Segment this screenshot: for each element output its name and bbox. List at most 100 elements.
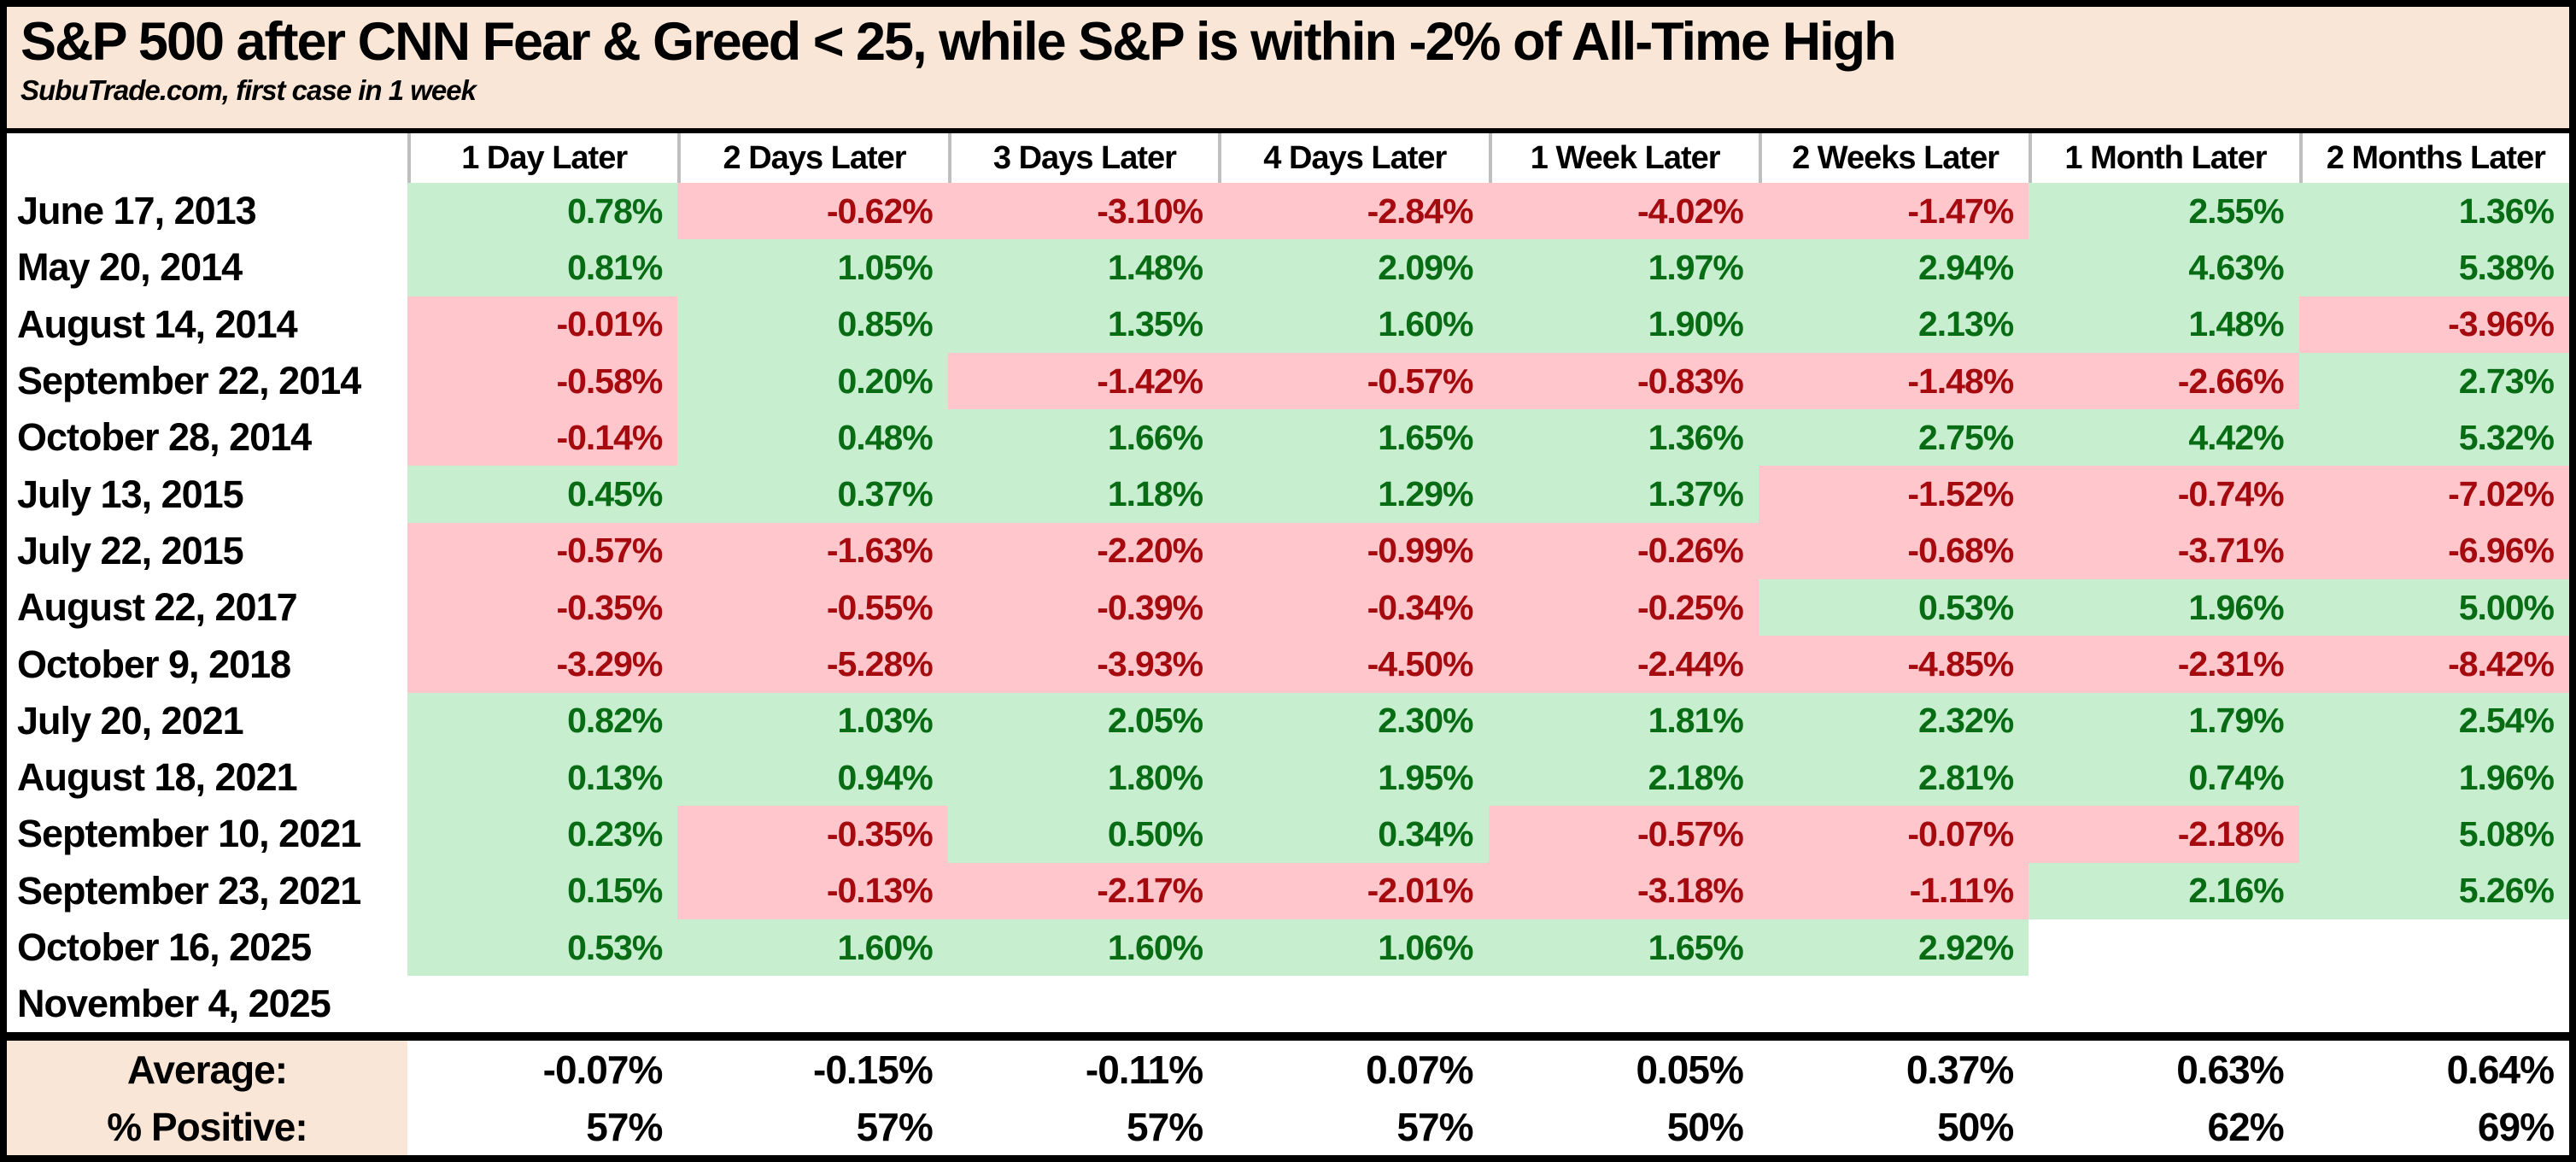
performance-table: 1 Day Later 2 Days Later 3 Days Later 4 Day…: [7, 133, 2569, 1155]
value-cell: -1.47%: [1758, 183, 2029, 240]
percent-positive-label: % Positive:: [7, 1099, 407, 1155]
value-cell-empty: [677, 976, 948, 1033]
row-date: August 14, 2014: [7, 296, 407, 353]
value-cell: 1.65%: [1488, 918, 1759, 977]
value-cell: 1.96%: [2298, 748, 2569, 807]
value-cell: -1.63%: [677, 522, 948, 580]
value-cell: -3.93%: [947, 636, 1219, 693]
value-cell: 2.18%: [1488, 748, 1759, 807]
page-subtitle: SubuTrade.com, first case in 1 week: [20, 73, 477, 106]
average-value: -0.07%: [407, 1041, 678, 1100]
value-cell: 1.65%: [1218, 409, 1489, 467]
value-cell: 0.53%: [1758, 579, 2029, 637]
value-cell: 5.32%: [2298, 409, 2569, 467]
value-cell: 0.23%: [407, 806, 678, 863]
row-date: September 22, 2014: [7, 352, 407, 410]
value-cell: 2.09%: [1218, 239, 1489, 296]
value-cell: 2.55%: [2029, 183, 2299, 240]
value-cell: -4.50%: [1218, 636, 1489, 693]
value-cell: 0.20%: [677, 352, 948, 410]
value-cell: -1.48%: [1758, 352, 2029, 410]
value-cell: 1.05%: [677, 239, 948, 296]
value-cell: 5.08%: [2298, 806, 2569, 863]
value-cell: 5.00%: [2298, 579, 2569, 637]
percent-positive-value: 69%: [2298, 1099, 2569, 1155]
value-cell-empty: [2029, 976, 2299, 1033]
value-cell: -0.01%: [407, 296, 678, 353]
page-title: S&P 500 after CNN Fear & Greed < 25, whi…: [20, 12, 1897, 72]
average-value: 0.37%: [1758, 1041, 2029, 1100]
row-date: October 28, 2014: [7, 409, 407, 467]
value-cell: 1.66%: [947, 409, 1219, 467]
value-cell: -0.39%: [947, 579, 1219, 637]
average-value: 0.63%: [2029, 1041, 2299, 1100]
column-header: 2 Days Later: [677, 133, 948, 183]
row-date: July 22, 2015: [7, 522, 407, 580]
value-cell: 2.05%: [947, 692, 1219, 749]
value-cell: -0.68%: [1758, 522, 2029, 580]
row-date: September 23, 2021: [7, 862, 407, 919]
value-cell: -0.35%: [407, 579, 678, 637]
value-cell: -5.28%: [677, 636, 948, 693]
value-cell: -0.57%: [1488, 806, 1759, 863]
value-cell: 0.85%: [677, 296, 948, 353]
value-cell: 0.78%: [407, 183, 678, 240]
row-date: October 9, 2018: [7, 636, 407, 693]
row-date: June 17, 2013: [7, 183, 407, 240]
column-header: 4 Days Later: [1218, 133, 1489, 183]
value-cell-empty: [947, 976, 1219, 1033]
average-value: 0.05%: [1488, 1041, 1759, 1100]
value-cell: -2.01%: [1218, 862, 1489, 919]
value-cell: 1.90%: [1488, 296, 1759, 353]
value-cell: 0.45%: [407, 466, 678, 523]
value-cell: 2.94%: [1758, 239, 2029, 296]
value-cell: 0.94%: [677, 748, 948, 807]
value-cell: -3.18%: [1488, 862, 1759, 919]
value-cell: 2.54%: [2298, 692, 2569, 749]
value-cell-empty: [1758, 976, 2029, 1033]
value-cell: 2.13%: [1758, 296, 2029, 353]
percent-positive-value: 57%: [407, 1099, 678, 1155]
value-cell: 0.50%: [947, 806, 1219, 863]
value-cell: 1.96%: [2029, 579, 2299, 637]
value-cell: -0.34%: [1218, 579, 1489, 637]
value-cell: 1.60%: [947, 918, 1219, 977]
column-header: 2 Weeks Later: [1758, 133, 2029, 183]
value-cell: -2.17%: [947, 862, 1219, 919]
value-cell: 0.53%: [407, 918, 678, 977]
value-cell: -0.55%: [677, 579, 948, 637]
value-cell: 0.37%: [677, 466, 948, 523]
value-cell: -1.52%: [1758, 466, 2029, 523]
value-cell: 1.06%: [1218, 918, 1489, 977]
value-cell: -0.83%: [1488, 352, 1759, 410]
value-cell: 1.95%: [1218, 748, 1489, 807]
value-cell: 2.32%: [1758, 692, 2029, 749]
value-cell-empty: [2298, 976, 2569, 1033]
value-cell: -0.58%: [407, 352, 678, 410]
value-cell: 2.75%: [1758, 409, 2029, 467]
value-cell: 0.82%: [407, 692, 678, 749]
value-cell: -8.42%: [2298, 636, 2569, 693]
value-cell: 1.35%: [947, 296, 1219, 353]
row-date: July 20, 2021: [7, 692, 407, 749]
value-cell: -2.18%: [2029, 806, 2299, 863]
value-cell: -3.29%: [407, 636, 678, 693]
value-cell: -2.84%: [1218, 183, 1489, 240]
value-cell-empty: [2029, 918, 2299, 977]
value-cell: -3.10%: [947, 183, 1219, 240]
value-cell: 1.18%: [947, 466, 1219, 523]
column-header: 1 Week Later: [1488, 133, 1759, 183]
value-cell: 1.97%: [1488, 239, 1759, 296]
corner-cell: [7, 133, 407, 183]
value-cell: -4.85%: [1758, 636, 2029, 693]
value-cell: 1.48%: [947, 239, 1219, 296]
row-date: October 16, 2025: [7, 918, 407, 977]
value-cell: -0.35%: [677, 806, 948, 863]
value-cell: -2.66%: [2029, 352, 2299, 410]
value-cell: -7.02%: [2298, 466, 2569, 523]
value-cell: -0.25%: [1488, 579, 1759, 637]
value-cell: 1.36%: [2298, 183, 2569, 240]
value-cell: -0.13%: [677, 862, 948, 919]
value-cell: 0.81%: [407, 239, 678, 296]
row-date: May 20, 2014: [7, 239, 407, 296]
